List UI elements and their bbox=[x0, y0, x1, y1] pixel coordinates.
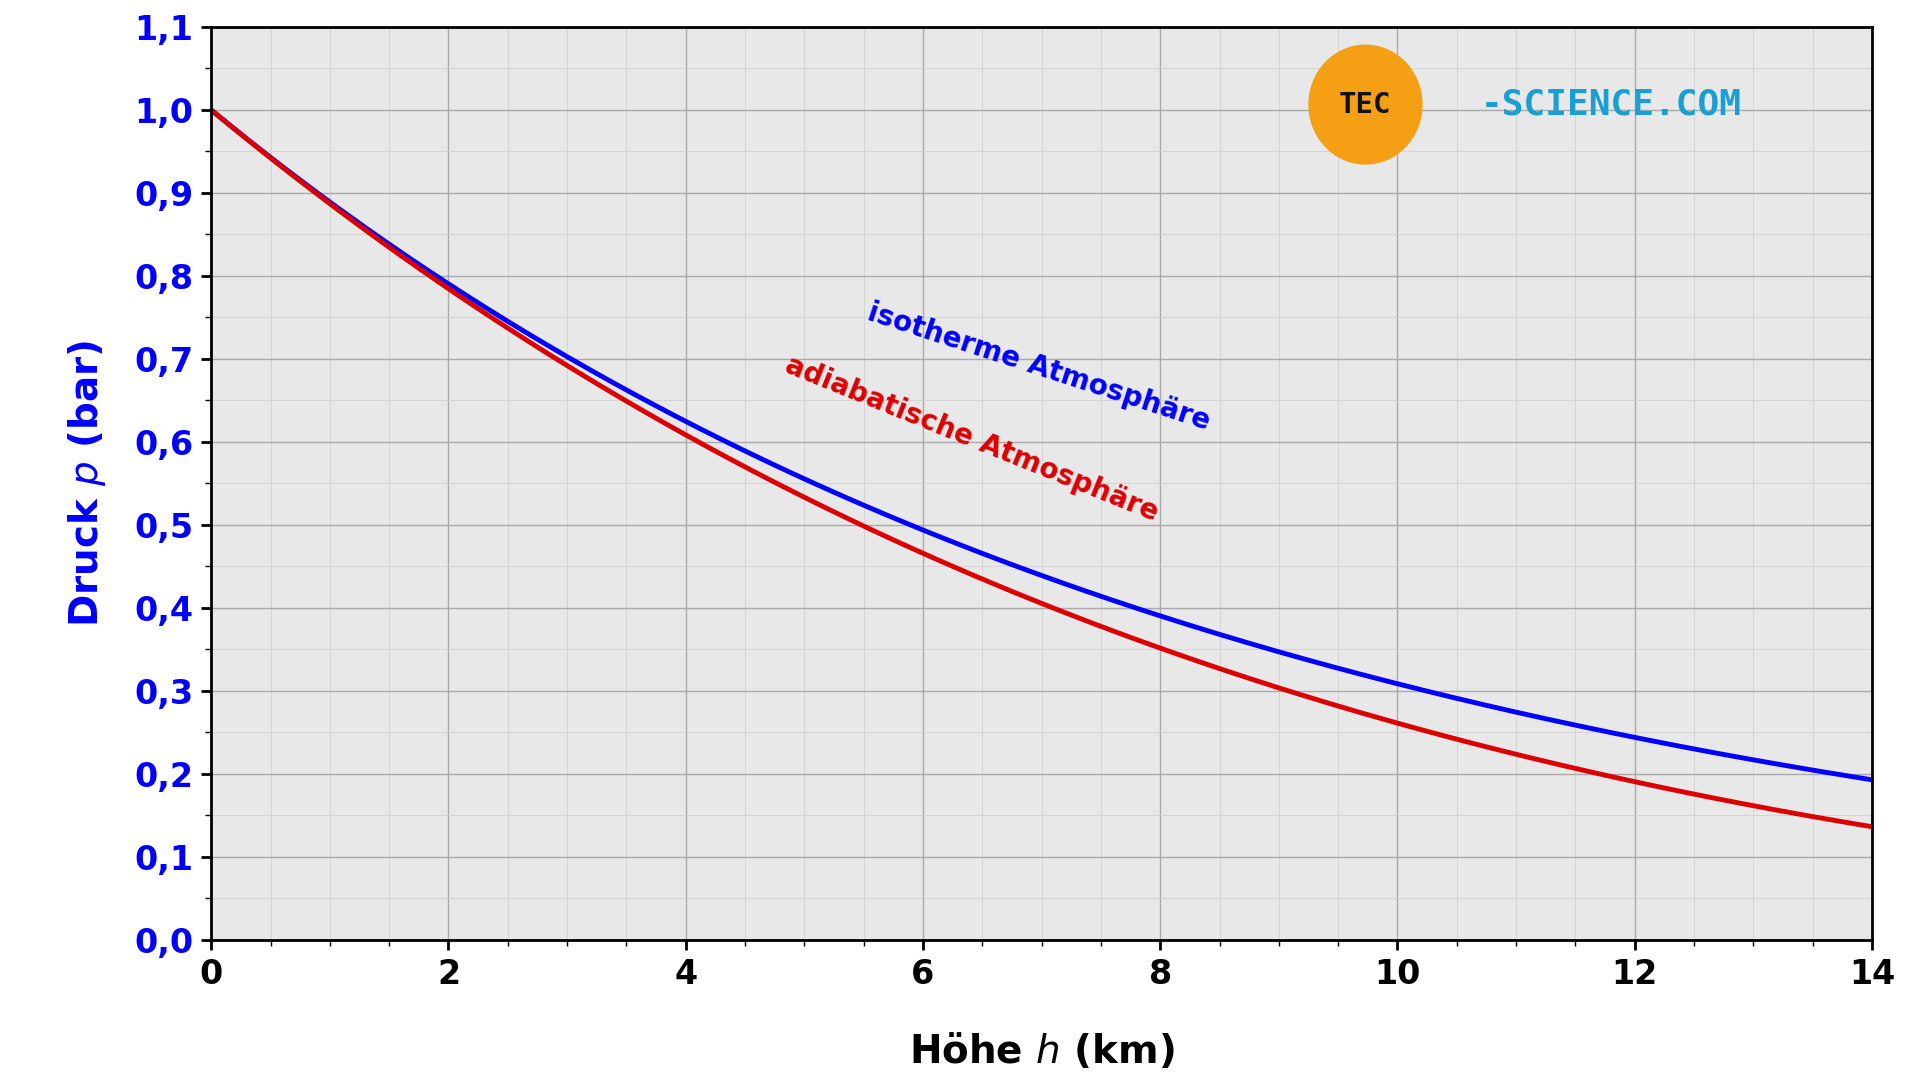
Text: isotherme Atmosphäre: isotherme Atmosphäre bbox=[864, 298, 1213, 435]
Ellipse shape bbox=[1309, 45, 1423, 164]
Text: adiabatische Atmosphäre: adiabatische Atmosphäre bbox=[781, 351, 1162, 527]
Text: Druck $\mathit{p}$ (bar): Druck $\mathit{p}$ (bar) bbox=[65, 340, 108, 626]
Text: -SCIENCE.COM: -SCIENCE.COM bbox=[1480, 87, 1741, 122]
Text: Höhe $\mathit{h}$ (km): Höhe $\mathit{h}$ (km) bbox=[908, 1030, 1175, 1071]
Text: TEC: TEC bbox=[1340, 91, 1392, 119]
